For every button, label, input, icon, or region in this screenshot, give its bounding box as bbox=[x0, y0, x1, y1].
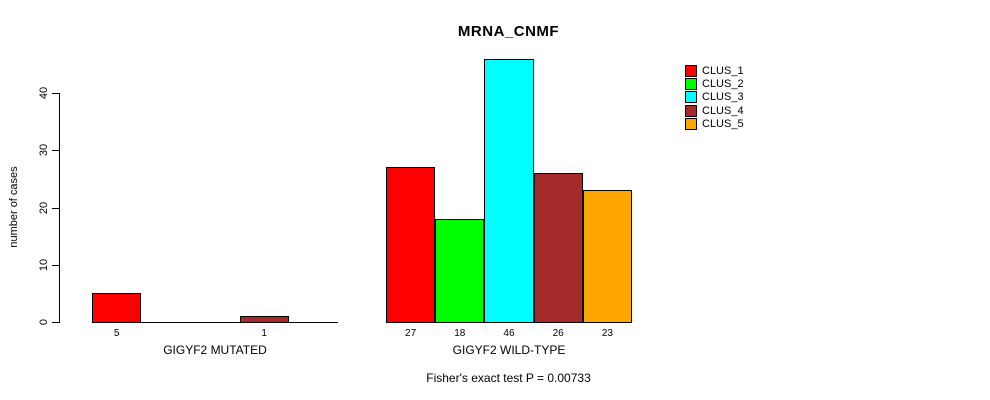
bar-clus_4 bbox=[533, 173, 583, 323]
y-tick bbox=[52, 322, 59, 323]
legend: CLUS_1 CLUS_2 CLUS_3 CLUS_4 CLUS_5 bbox=[685, 64, 744, 130]
legend-label: CLUS_3 bbox=[702, 91, 744, 104]
y-tick bbox=[52, 207, 59, 209]
y-tick-label: 30 bbox=[38, 144, 50, 157]
legend-label: CLUS_1 bbox=[702, 64, 744, 77]
y-tick bbox=[52, 150, 59, 152]
legend-label: CLUS_2 bbox=[702, 77, 744, 90]
bar-value-label: 27 bbox=[405, 328, 417, 339]
legend-item: CLUS_3 bbox=[685, 91, 744, 104]
legend-label: CLUS_5 bbox=[702, 117, 744, 130]
group-label: GIGYF2 WILD-TYPE bbox=[452, 343, 566, 357]
bar-value-label: 26 bbox=[552, 328, 564, 339]
legend-item: CLUS_2 bbox=[685, 77, 744, 90]
chart-title: MRNA_CNMF bbox=[457, 23, 560, 40]
y-tick bbox=[52, 264, 59, 266]
group-baseline bbox=[386, 322, 632, 323]
legend-item: CLUS_5 bbox=[685, 117, 744, 130]
y-tick-label: 40 bbox=[38, 86, 50, 100]
y-tick-label: 20 bbox=[38, 201, 50, 214]
bar-clus_1 bbox=[386, 167, 436, 323]
legend-item: CLUS_1 bbox=[685, 64, 744, 77]
legend-swatch bbox=[685, 64, 697, 77]
legend-swatch bbox=[685, 91, 697, 104]
fisher-test-annotation: Fisher's exact test P = 0.00733 bbox=[426, 371, 591, 385]
legend-label: CLUS_4 bbox=[702, 104, 744, 117]
legend-item: CLUS_4 bbox=[685, 104, 744, 117]
bar-clus_5 bbox=[582, 190, 632, 323]
y-axis-line bbox=[59, 93, 60, 323]
bar-value-label: 5 bbox=[113, 328, 120, 339]
bar-value-label: 18 bbox=[454, 328, 466, 339]
bar-clus_3 bbox=[484, 58, 534, 323]
y-tick-label: 0 bbox=[38, 318, 50, 326]
legend-swatch bbox=[685, 117, 697, 130]
legend-swatch bbox=[685, 77, 697, 90]
bar-value-label: 1 bbox=[261, 328, 267, 339]
y-tick bbox=[52, 93, 59, 94]
bar-clus_2 bbox=[435, 218, 485, 323]
group-baseline bbox=[92, 322, 338, 323]
legend-swatch bbox=[685, 104, 697, 117]
y-tick-label: 10 bbox=[38, 258, 50, 271]
bar-value-label: 46 bbox=[503, 328, 515, 339]
y-axis-label: number of cases bbox=[8, 166, 20, 248]
bar-clus_1 bbox=[92, 293, 142, 323]
group-label: GIGYF2 MUTATED bbox=[163, 343, 267, 357]
bar-value-label: 23 bbox=[601, 328, 613, 339]
